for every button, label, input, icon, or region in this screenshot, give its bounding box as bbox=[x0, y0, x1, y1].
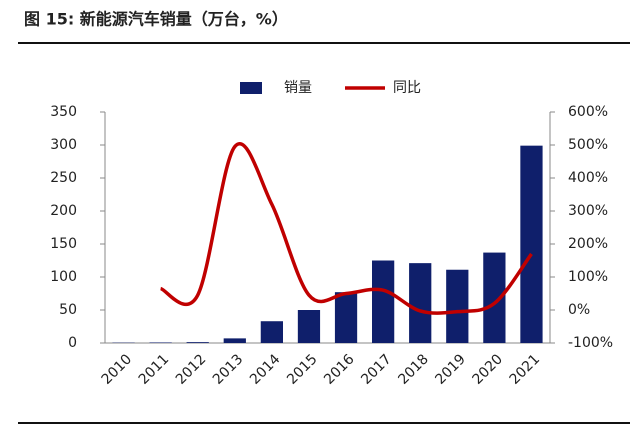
y-tick-label: 100 bbox=[50, 269, 77, 285]
bar bbox=[372, 261, 394, 344]
x-tick-label: 2012 bbox=[173, 351, 210, 388]
y2-tick-label: 200% bbox=[568, 236, 608, 252]
legend-label: 同比 bbox=[393, 80, 421, 96]
line bbox=[161, 144, 532, 313]
bar bbox=[150, 342, 172, 343]
y-tick-label: 150 bbox=[50, 236, 77, 252]
legend-swatch bbox=[240, 82, 262, 94]
y2-tick-label: -100% bbox=[568, 335, 613, 351]
y-tick-label: 200 bbox=[50, 203, 77, 219]
bar bbox=[298, 310, 320, 343]
bar bbox=[224, 338, 246, 343]
y-tick-label: 250 bbox=[50, 170, 77, 186]
chart-title: 图 15: 新能源汽车销量（万台，%） bbox=[24, 10, 288, 29]
y-tick-label: 350 bbox=[50, 104, 77, 120]
x-tick-label: 2011 bbox=[136, 351, 173, 388]
y2-tick-label: 500% bbox=[568, 137, 608, 153]
y-tick-label: 50 bbox=[59, 302, 77, 318]
legend-label: 销量 bbox=[284, 80, 312, 96]
x-tick-label: 2015 bbox=[284, 351, 321, 388]
x-tick-label: 2017 bbox=[358, 351, 395, 388]
y-tick-label: 0 bbox=[68, 335, 77, 351]
x-tick-label: 2010 bbox=[99, 351, 136, 388]
bar bbox=[446, 270, 468, 343]
y2-tick-label: 300% bbox=[568, 203, 608, 219]
y2-tick-label: 400% bbox=[568, 170, 608, 186]
x-tick-label: 2020 bbox=[470, 351, 507, 388]
x-tick-label: 2021 bbox=[507, 351, 544, 388]
x-tick-label: 2018 bbox=[395, 351, 432, 388]
bar bbox=[409, 263, 431, 343]
bar bbox=[261, 321, 283, 343]
x-tick-label: 2013 bbox=[210, 351, 247, 388]
y-tick-label: 300 bbox=[50, 137, 77, 153]
y2-tick-label: 0% bbox=[568, 302, 590, 318]
bar bbox=[520, 146, 542, 343]
y2-tick-label: 600% bbox=[568, 104, 608, 120]
x-tick-label: 2014 bbox=[247, 351, 284, 388]
y2-tick-label: 100% bbox=[568, 269, 608, 285]
x-tick-label: 2019 bbox=[432, 351, 469, 388]
bar bbox=[187, 342, 209, 343]
bar bbox=[335, 292, 357, 343]
x-tick-label: 2016 bbox=[321, 351, 358, 388]
